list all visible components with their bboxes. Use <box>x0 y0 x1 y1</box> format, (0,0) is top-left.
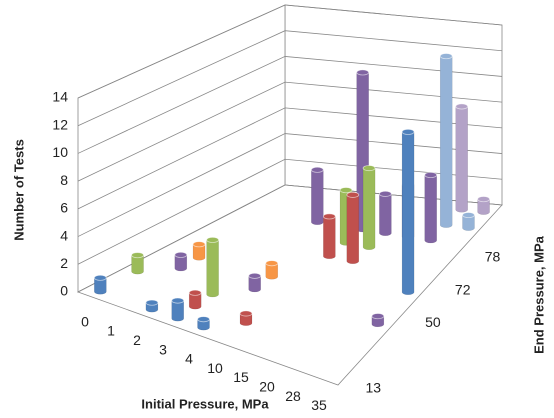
x-tick-label: 2 <box>133 332 141 348</box>
z-tick-label: 78 <box>485 249 501 265</box>
grid-line <box>77 133 503 237</box>
x-tick-label: 1 <box>107 323 115 339</box>
cylinder-top <box>265 260 279 267</box>
x-tick-label: 4 <box>185 351 193 367</box>
y-tick-label: 8 <box>60 172 68 188</box>
cylinder-top <box>171 297 185 304</box>
cylinder <box>239 313 253 326</box>
z-tick-label: 50 <box>425 314 441 330</box>
cylinder-top <box>131 252 144 259</box>
cylinder-top <box>424 171 438 178</box>
cylinder <box>379 193 392 236</box>
cylinder <box>323 216 336 260</box>
cylinder-top <box>439 53 453 60</box>
x-tick-label: 28 <box>285 388 301 404</box>
x-tick-label: 20 <box>259 378 275 394</box>
y-tick-label: 4 <box>60 227 68 243</box>
cylinder-top <box>248 272 262 279</box>
cylinder-top <box>362 165 376 172</box>
x-axis-title: Initial Pressure, MPa <box>141 396 269 411</box>
cylinder <box>311 169 324 225</box>
cylinder-top <box>356 69 370 76</box>
cylinder <box>174 254 188 272</box>
cylinder-top <box>339 187 353 194</box>
x-tick-label: 3 <box>159 341 167 357</box>
cylinder <box>455 106 468 213</box>
cylinder <box>94 277 107 295</box>
cylinder-top <box>371 313 385 320</box>
cylinder-top <box>206 236 220 243</box>
cylinder-top <box>455 103 469 110</box>
cylinder-top <box>93 274 107 281</box>
cylinder-top <box>346 191 360 198</box>
cylinder <box>206 239 219 298</box>
y-axis-title: Number of Tests <box>11 139 26 241</box>
grid-line <box>77 4 503 99</box>
y-tick-label: 0 <box>60 283 68 299</box>
x-tick-label: 10 <box>207 360 223 376</box>
grid-line <box>77 107 503 210</box>
y-tick-label: 2 <box>60 255 68 271</box>
y-tick-label: 6 <box>60 200 68 216</box>
cylinder <box>131 254 144 275</box>
y-tick-label: 12 <box>52 116 68 132</box>
cylinder <box>248 275 261 293</box>
cylinder <box>477 198 490 215</box>
cylinder <box>424 174 437 244</box>
cylinder <box>192 244 206 261</box>
cylinder <box>188 292 202 310</box>
z-tick-label: 13 <box>365 380 381 396</box>
cylinder-top <box>462 212 475 219</box>
cylinder-top <box>239 310 253 317</box>
cylinder-top <box>192 241 206 248</box>
cylinder <box>346 194 360 265</box>
cylinder-top <box>174 251 188 258</box>
z-axis-title: End Pressure, MPa <box>531 235 546 354</box>
cylinder-top <box>401 128 415 135</box>
cylinder <box>401 131 415 296</box>
cylinder-top <box>310 166 324 173</box>
cylinder-top <box>322 213 336 220</box>
cylinder <box>265 262 279 280</box>
cylinder <box>362 167 376 250</box>
cylinder-top <box>197 316 210 323</box>
cylinder-top <box>378 190 392 197</box>
grid-line <box>77 81 503 182</box>
y-tick-label: 14 <box>52 89 68 105</box>
cylinder <box>462 214 475 231</box>
cylinder-top <box>477 196 490 203</box>
cylinder-top <box>145 299 159 306</box>
cylinder <box>171 300 184 322</box>
cylinder-top <box>188 289 202 296</box>
x-tick-label: 15 <box>233 369 249 385</box>
x-tick-label: 35 <box>311 397 327 413</box>
x-tick-label: 0 <box>81 313 89 329</box>
cylinder <box>439 55 453 228</box>
grid-line <box>77 30 503 127</box>
z-tick-label: 72 <box>455 281 471 297</box>
y-tick-label: 10 <box>52 144 68 160</box>
grid-line <box>77 56 503 154</box>
